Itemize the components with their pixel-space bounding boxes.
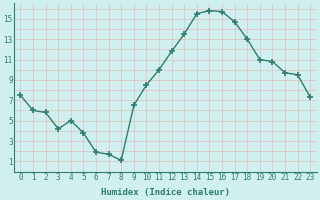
X-axis label: Humidex (Indice chaleur): Humidex (Indice chaleur) <box>101 188 230 197</box>
